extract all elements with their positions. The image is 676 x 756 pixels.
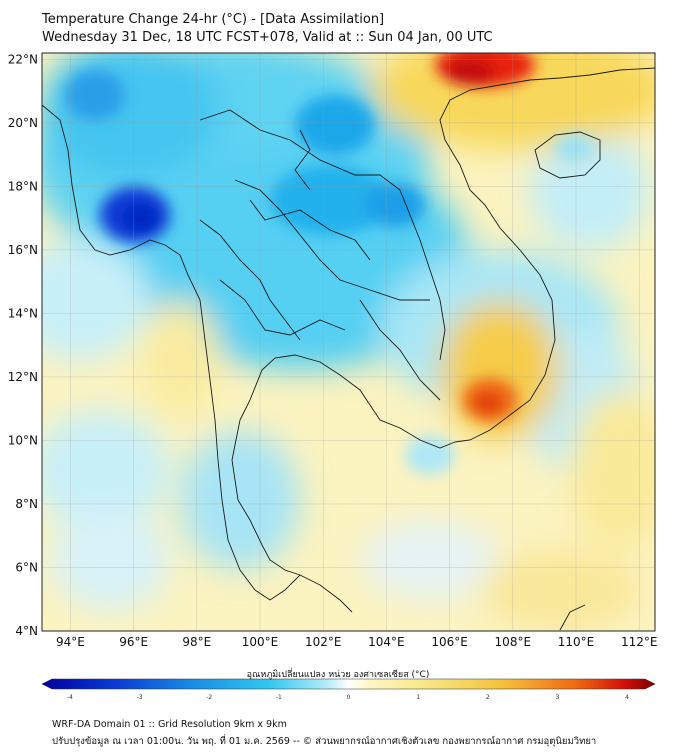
lon-tick-label: 96°E bbox=[119, 635, 148, 649]
lat-tick-label: 16°N bbox=[8, 243, 38, 257]
temperature-field bbox=[42, 53, 655, 631]
latitude-axis: 22°N 20°N 18°N 16°N 14°N 12°N 10°N 8°N 6°N 4°N bbox=[8, 52, 38, 638]
lat-tick-label: 22°N bbox=[8, 52, 38, 66]
colorbar-tick-label: 2 bbox=[486, 694, 490, 701]
map-subtitle: Wednesday 31 Dec, 18 UTC FCST+078, Valid… bbox=[42, 30, 493, 45]
colorbar-tick-label: -2 bbox=[206, 694, 212, 701]
lon-tick-label: 104°E bbox=[368, 635, 405, 649]
colorbar: -4 -3 -2 -1 0 1 2 3 4 bbox=[41, 678, 656, 701]
colorbar-tick-label: 4 bbox=[625, 694, 629, 701]
colorbar-tick-label: 1 bbox=[416, 694, 420, 701]
graticule bbox=[42, 53, 655, 632]
lon-tick-label: 106°E bbox=[431, 635, 468, 649]
lon-tick-label: 108°E bbox=[495, 635, 532, 649]
credit-line: ปรับปรุงข้อมูล ณ เวลา 01:00น. วัน พฤ. ที… bbox=[52, 736, 597, 747]
model-info: WRF-DA Domain 01 :: Grid Resolution 9km … bbox=[52, 719, 287, 730]
lat-tick-label: 14°N bbox=[8, 306, 38, 320]
colorbar-ramp bbox=[41, 678, 656, 690]
lon-tick-label: 94°E bbox=[56, 635, 85, 649]
lat-tick-label: 8°N bbox=[15, 497, 38, 511]
longitude-axis: 94°E 96°E 98°E 100°E 102°E 104°E 106°E 108°E 110… bbox=[56, 635, 657, 649]
colorbar-ticks: -4 -3 -2 -1 0 1 2 3 4 bbox=[67, 694, 629, 701]
lat-tick-label: 6°N bbox=[15, 560, 38, 574]
lat-tick-label: 20°N bbox=[8, 116, 38, 130]
lon-tick-label: 98°E bbox=[182, 635, 211, 649]
lon-tick-label: 112°E bbox=[621, 635, 658, 649]
lat-tick-label: 10°N bbox=[8, 433, 38, 447]
colorbar-tick-label: -1 bbox=[276, 694, 282, 701]
map-title: Temperature Change 24-hr (°C) - [Data As… bbox=[42, 12, 385, 27]
colorbar-tick-label: -3 bbox=[137, 694, 143, 701]
lon-tick-label: 102°E bbox=[305, 635, 342, 649]
colorbar-tick-label: 3 bbox=[555, 694, 559, 701]
coastlines bbox=[42, 67, 655, 631]
lat-tick-label: 12°N bbox=[8, 370, 38, 384]
lat-tick-label: 18°N bbox=[8, 179, 38, 193]
colorbar-tick-label: 0 bbox=[347, 694, 351, 701]
lon-tick-label: 110°E bbox=[558, 635, 595, 649]
plot-frame bbox=[41, 52, 656, 632]
lat-tick-label: 4°N bbox=[15, 624, 38, 638]
colorbar-label: อุณหภูมิเปลี่ยนแปลง หน่วย องศาเซลเซียส (… bbox=[246, 670, 430, 680]
lon-tick-label: 100°E bbox=[242, 635, 279, 649]
colorbar-tick-label: -4 bbox=[67, 694, 73, 701]
